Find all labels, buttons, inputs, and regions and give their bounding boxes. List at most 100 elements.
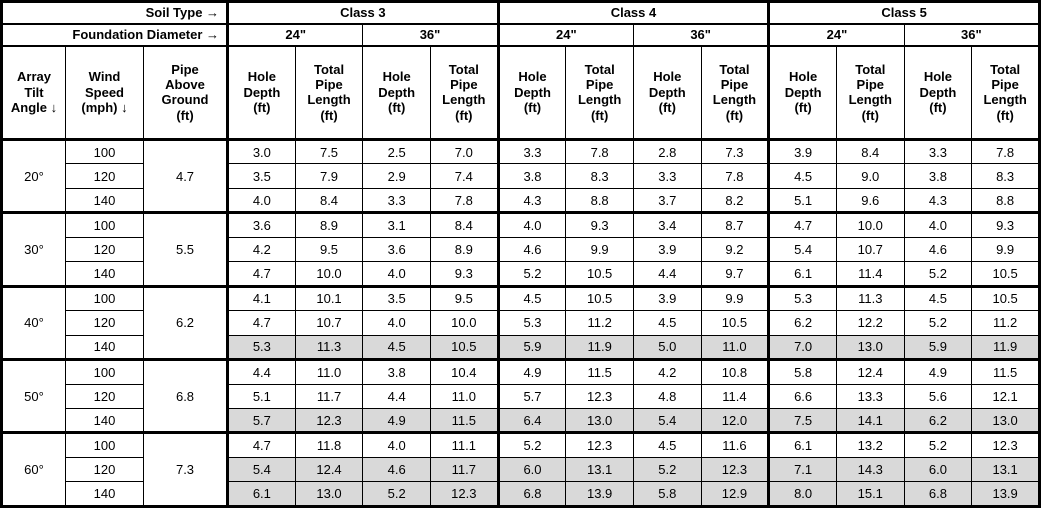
wind-speed-cell: 120 <box>65 310 144 336</box>
hole-depth-cell: 3.9 <box>632 236 702 263</box>
total-pipe-length-cell: 10.5 <box>971 261 1040 288</box>
hole-depth-cell: 5.6 <box>903 383 973 409</box>
hole-depth-cell: 6.1 <box>767 261 837 288</box>
table-row: 120 5.4 12.4 4.6 11.7 6.0 13.1 5.2 12.3 7.1 14.3 6.… <box>2 456 1040 483</box>
total-pipe-length-cell: 9.7 <box>700 261 770 288</box>
hole-depth-cell: 5.1 <box>226 383 296 409</box>
soil-type-label: Soil Type → <box>0 1 229 25</box>
total-pipe-length-cell: 8.4 <box>294 187 364 215</box>
wind-speed-cell: 100 <box>65 432 144 458</box>
hole-depth-header: Hole Depth (ft) <box>226 45 296 141</box>
total-pipe-length-cell: 10.0 <box>430 310 499 336</box>
hole-depth-cell: 5.3 <box>767 285 837 312</box>
hole-depth-cell: 4.5 <box>362 334 431 362</box>
hole-depth-cell: 3.3 <box>632 163 702 189</box>
total-pipe-length-cell: 13.0 <box>971 407 1040 435</box>
hole-depth-cell: 3.0 <box>226 138 296 165</box>
tilt-angle-cell: 30° <box>1 212 66 288</box>
total-pipe-length-cell: 15.1 <box>835 481 905 508</box>
total-pipe-length-cell: 12.4 <box>835 359 905 385</box>
hole-depth-cell: 4.5 <box>632 310 702 336</box>
hole-depth-cell: 3.8 <box>496 163 567 189</box>
hole-depth-cell: 3.8 <box>362 359 431 385</box>
hole-depth-cell: 4.9 <box>362 407 431 435</box>
total-pipe-length-cell: 13.2 <box>835 432 905 458</box>
total-pipe-length-cell: 10.0 <box>835 212 905 238</box>
total-pipe-length-cell: 10.5 <box>565 261 634 288</box>
wind-speed-cell: 140 <box>65 407 144 435</box>
hole-depth-cell: 6.2 <box>903 407 973 435</box>
total-pipe-length-cell: 11.7 <box>294 383 364 409</box>
total-pipe-length-cell: 8.9 <box>294 212 364 238</box>
hole-depth-cell: 4.6 <box>362 456 431 483</box>
hole-depth-cell: 4.5 <box>903 285 973 312</box>
total-pipe-length-header: Total Pipe Length (ft) <box>430 45 499 141</box>
total-pipe-length-cell: 8.3 <box>565 163 634 189</box>
hole-depth-cell: 6.0 <box>496 456 567 483</box>
total-pipe-length-header: Total Pipe Length (ft) <box>835 45 905 141</box>
diameter-header-24: 24" <box>767 23 905 47</box>
total-pipe-length-cell: 8.4 <box>835 138 905 165</box>
table-row: 20° 100 4.7 3.0 7.5 2.5 7.0 3.3 7.8 2.8 7.3 3.9 8.4 3… <box>1 138 1040 215</box>
pipe-above-ground-cell: 4.7 <box>142 138 229 215</box>
hole-depth-cell: 5.2 <box>496 261 567 288</box>
total-pipe-length-cell: 13.0 <box>565 407 634 435</box>
total-pipe-length-cell: 8.7 <box>700 212 770 238</box>
total-pipe-length-cell: 8.2 <box>700 187 770 215</box>
hole-depth-cell: 3.1 <box>362 212 431 238</box>
table-header: Soil Type → Class 3 Class 4 Class 5 Foun… <box>0 1 1041 141</box>
total-pipe-length-cell: 10.5 <box>971 285 1040 312</box>
total-pipe-length-cell: 12.4 <box>294 456 364 483</box>
wind-speed-cell: 100 <box>65 285 144 312</box>
hole-depth-cell: 5.2 <box>903 261 973 288</box>
total-pipe-length-cell: 13.3 <box>835 383 905 409</box>
table-row: 50° 100 6.8 4.4 11.0 3.8 10.4 4.9 11.5 4.2 10.8 5.8… <box>1 359 1040 435</box>
hole-depth-cell: 2.5 <box>362 138 431 165</box>
total-pipe-length-cell: 9.0 <box>835 163 905 189</box>
hole-depth-cell: 4.5 <box>767 163 837 189</box>
hole-depth-cell: 5.2 <box>903 310 973 336</box>
hole-depth-cell: 5.3 <box>226 334 296 362</box>
total-pipe-length-cell: 13.9 <box>565 481 634 508</box>
hole-depth-cell: 5.8 <box>632 481 702 508</box>
hole-depth-cell: 3.9 <box>632 285 702 312</box>
total-pipe-length-cell: 8.3 <box>971 163 1040 189</box>
wind-speed-cell: 100 <box>65 138 144 165</box>
diameter-header-24: 24" <box>226 23 364 47</box>
hole-depth-cell: 4.2 <box>632 359 702 385</box>
total-pipe-length-cell: 10.5 <box>565 285 634 312</box>
total-pipe-length-cell: 11.8 <box>294 432 364 458</box>
total-pipe-length-cell: 10.4 <box>430 359 499 385</box>
hole-depth-cell: 2.8 <box>632 138 702 165</box>
hole-depth-header: Hole Depth (ft) <box>362 45 431 141</box>
total-pipe-length-header: Total Pipe Length (ft) <box>565 45 634 141</box>
hole-depth-cell: 3.3 <box>903 138 973 165</box>
total-pipe-length-cell: 9.6 <box>835 187 905 215</box>
total-pipe-length-cell: 11.2 <box>565 310 634 336</box>
table-row: 140 5.3 11.3 4.5 10.5 5.9 11.9 5.0 11.0 7.0 13.0 5.… <box>2 334 1040 362</box>
wind-speed-cell: 140 <box>65 187 144 215</box>
hole-depth-cell: 4.0 <box>362 310 431 336</box>
hole-depth-cell: 4.0 <box>496 212 567 238</box>
class-3-header: Class 3 <box>226 1 499 25</box>
hole-depth-cell: 5.4 <box>226 456 296 483</box>
total-pipe-length-cell: 14.1 <box>835 407 905 435</box>
total-pipe-length-cell: 9.3 <box>971 212 1040 238</box>
hole-depth-cell: 3.8 <box>903 163 973 189</box>
wind-speed-cell: 140 <box>65 481 144 508</box>
hole-depth-cell: 8.0 <box>767 481 837 508</box>
table-row: 140 5.7 12.3 4.9 11.5 6.4 13.0 5.4 12.0 7.5 14.1 6.… <box>2 407 1040 435</box>
total-pipe-length-cell: 9.5 <box>430 285 499 312</box>
total-pipe-length-cell: 9.9 <box>971 236 1040 263</box>
hole-depth-cell: 6.8 <box>903 481 973 508</box>
table-row: 120 5.1 11.7 4.4 11.0 5.7 12.3 4.8 11.4 6.6 13.3 5.… <box>2 383 1040 409</box>
total-pipe-length-cell: 9.9 <box>700 285 770 312</box>
hole-depth-cell: 5.3 <box>496 310 567 336</box>
wind-speed-cell: 140 <box>65 261 144 288</box>
wind-speed-header: Wind Speed (mph) ↓ <box>65 45 144 141</box>
total-pipe-length-cell: 7.8 <box>430 187 499 215</box>
hole-depth-cell: 4.8 <box>632 383 702 409</box>
total-pipe-length-cell: 12.1 <box>971 383 1040 409</box>
hole-depth-cell: 5.0 <box>632 334 702 362</box>
